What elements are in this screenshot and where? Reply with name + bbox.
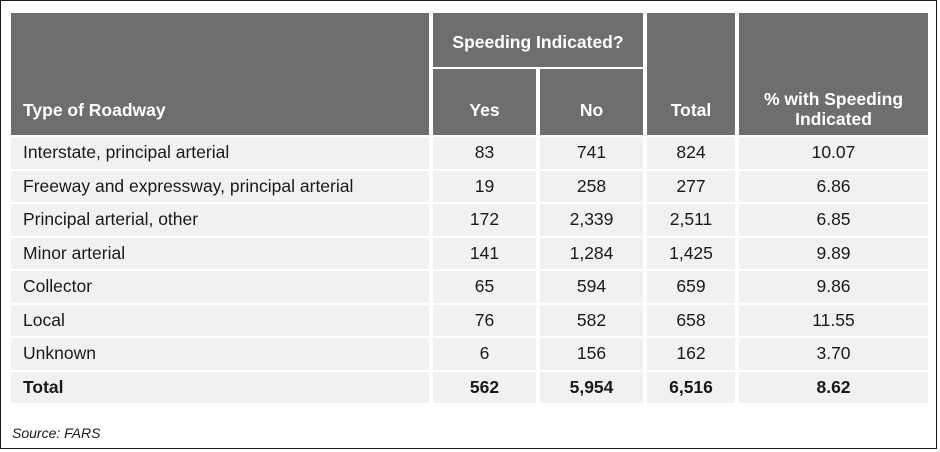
- cell-roadway-type: Total: [11, 371, 429, 403]
- cell-pct: 8.62: [739, 371, 928, 403]
- cell-total: 6,516: [647, 371, 735, 403]
- cell-total: 277: [647, 170, 735, 202]
- source-note: Source: FARS: [12, 425, 101, 441]
- cell-pct: 9.89: [739, 237, 928, 269]
- cell-pct: 10.07: [739, 137, 928, 169]
- table-row: Minor arterial 141 1,284 1,425 9.89: [11, 237, 928, 269]
- cell-total: 824: [647, 137, 735, 169]
- header-no: No: [540, 69, 643, 135]
- cell-no: 2,339: [540, 204, 643, 236]
- cell-no: 741: [540, 137, 643, 169]
- header-speeding-indicated: Speeding Indicated?: [433, 13, 643, 67]
- cell-roadway-type: Local: [11, 304, 429, 336]
- cell-yes: 172: [433, 204, 536, 236]
- cell-pct: 3.70: [739, 338, 928, 370]
- cell-roadway-type: Interstate, principal arterial: [11, 137, 429, 169]
- roadway-speeding-table: Type of Roadway Speeding Indicated? Tota…: [7, 11, 932, 405]
- cell-yes: 19: [433, 170, 536, 202]
- table-total-row: Total 562 5,954 6,516 8.62: [11, 371, 928, 403]
- cell-yes: 83: [433, 137, 536, 169]
- cell-roadway-type: Collector: [11, 271, 429, 303]
- cell-total: 658: [647, 304, 735, 336]
- table-row: Principal arterial, other 172 2,339 2,51…: [11, 204, 928, 236]
- cell-roadway-type: Principal arterial, other: [11, 204, 429, 236]
- cell-total: 2,511: [647, 204, 735, 236]
- cell-total: 162: [647, 338, 735, 370]
- cell-no: 156: [540, 338, 643, 370]
- cell-total: 659: [647, 271, 735, 303]
- cell-no: 582: [540, 304, 643, 336]
- cell-no: 1,284: [540, 237, 643, 269]
- cell-roadway-type: Minor arterial: [11, 237, 429, 269]
- cell-yes: 76: [433, 304, 536, 336]
- table-row: Unknown 6 156 162 3.70: [11, 338, 928, 370]
- cell-no: 258: [540, 170, 643, 202]
- table-row: Freeway and expressway, principal arteri…: [11, 170, 928, 202]
- table-body: Interstate, principal arterial 83 741 82…: [11, 137, 928, 403]
- cell-roadway-type: Freeway and expressway, principal arteri…: [11, 170, 429, 202]
- cell-no: 5,954: [540, 371, 643, 403]
- table-row: Collector 65 594 659 9.86: [11, 271, 928, 303]
- cell-yes: 6: [433, 338, 536, 370]
- header-pct-speeding: % with Speeding Indicated: [739, 13, 928, 135]
- cell-pct: 6.86: [739, 170, 928, 202]
- cell-roadway-type: Unknown: [11, 338, 429, 370]
- cell-yes: 65: [433, 271, 536, 303]
- table-row: Interstate, principal arterial 83 741 82…: [11, 137, 928, 169]
- header-type-of-roadway: Type of Roadway: [11, 13, 429, 135]
- cell-no: 594: [540, 271, 643, 303]
- table-header: Type of Roadway Speeding Indicated? Tota…: [11, 13, 928, 135]
- cell-yes: 562: [433, 371, 536, 403]
- header-yes: Yes: [433, 69, 536, 135]
- cell-pct: 6.85: [739, 204, 928, 236]
- cell-pct: 9.86: [739, 271, 928, 303]
- cell-yes: 141: [433, 237, 536, 269]
- header-total: Total: [647, 13, 735, 135]
- table-row: Local 76 582 658 11.55: [11, 304, 928, 336]
- cell-total: 1,425: [647, 237, 735, 269]
- cell-pct: 11.55: [739, 304, 928, 336]
